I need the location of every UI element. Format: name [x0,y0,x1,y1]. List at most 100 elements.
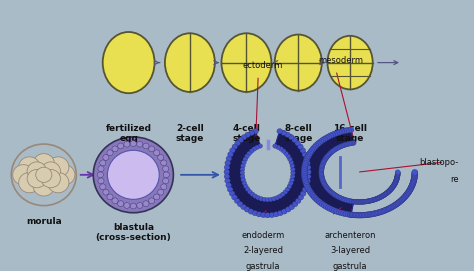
Ellipse shape [340,143,345,148]
Ellipse shape [383,191,389,196]
Ellipse shape [304,156,310,162]
Ellipse shape [242,160,246,165]
Ellipse shape [373,210,379,216]
Ellipse shape [234,198,240,204]
Ellipse shape [311,194,318,200]
Ellipse shape [356,199,361,204]
Text: morula: morula [26,217,62,226]
Ellipse shape [329,190,334,195]
Ellipse shape [341,197,346,202]
Ellipse shape [306,169,311,175]
Ellipse shape [291,171,295,175]
Ellipse shape [320,179,326,184]
Ellipse shape [389,204,395,210]
Ellipse shape [384,191,389,196]
Ellipse shape [303,180,309,186]
Ellipse shape [316,199,322,204]
Ellipse shape [391,184,396,189]
Ellipse shape [313,143,319,149]
Ellipse shape [389,186,394,191]
Ellipse shape [319,175,325,180]
Ellipse shape [97,172,103,178]
Ellipse shape [258,144,263,148]
Ellipse shape [354,199,359,204]
Ellipse shape [226,156,232,161]
Ellipse shape [390,184,395,189]
Ellipse shape [18,157,40,177]
Ellipse shape [154,194,160,200]
Ellipse shape [322,157,328,162]
Ellipse shape [386,189,392,194]
Ellipse shape [338,196,344,201]
Ellipse shape [148,198,155,204]
Ellipse shape [98,166,104,172]
Ellipse shape [228,187,233,192]
Ellipse shape [376,196,381,201]
Ellipse shape [411,178,417,183]
Ellipse shape [411,176,417,182]
Ellipse shape [108,150,159,199]
Ellipse shape [355,212,361,218]
Ellipse shape [252,147,256,151]
Ellipse shape [323,135,329,141]
Ellipse shape [302,179,309,185]
Ellipse shape [329,132,336,138]
Ellipse shape [27,169,46,188]
Ellipse shape [386,205,392,211]
Ellipse shape [256,212,262,217]
Ellipse shape [337,195,342,200]
Ellipse shape [103,32,155,93]
Ellipse shape [103,154,109,160]
Ellipse shape [355,199,360,204]
Ellipse shape [346,141,351,146]
Ellipse shape [259,197,264,201]
Ellipse shape [407,186,413,192]
Ellipse shape [384,207,390,212]
Ellipse shape [370,198,375,202]
Ellipse shape [324,185,329,190]
Ellipse shape [361,212,367,218]
Ellipse shape [301,191,306,196]
Ellipse shape [249,149,254,153]
Ellipse shape [385,190,391,195]
Ellipse shape [380,208,386,214]
Ellipse shape [253,194,257,198]
Ellipse shape [319,170,324,175]
Ellipse shape [394,201,401,206]
Ellipse shape [321,136,328,142]
Ellipse shape [112,198,118,204]
Ellipse shape [343,142,348,147]
Ellipse shape [241,135,247,140]
Ellipse shape [124,141,130,147]
Ellipse shape [221,33,272,92]
Ellipse shape [385,190,390,195]
Ellipse shape [410,179,417,184]
Ellipse shape [402,193,409,199]
Ellipse shape [295,198,301,204]
Ellipse shape [265,212,271,218]
Ellipse shape [107,150,113,156]
Ellipse shape [323,156,328,161]
Ellipse shape [277,210,283,216]
Ellipse shape [354,212,360,218]
Ellipse shape [281,192,285,196]
Ellipse shape [336,145,340,150]
Text: gastrula: gastrula [246,262,280,270]
Ellipse shape [377,209,383,215]
Ellipse shape [300,148,306,153]
Ellipse shape [388,205,394,211]
Ellipse shape [397,199,403,205]
Ellipse shape [334,193,339,198]
Ellipse shape [400,196,406,202]
Ellipse shape [343,211,349,217]
Ellipse shape [309,191,315,197]
Ellipse shape [394,176,400,181]
Ellipse shape [365,212,372,218]
Ellipse shape [349,141,355,146]
Ellipse shape [248,209,254,214]
Ellipse shape [325,205,331,211]
Ellipse shape [411,173,418,179]
Ellipse shape [305,154,311,160]
Ellipse shape [100,184,106,190]
Ellipse shape [319,201,326,207]
